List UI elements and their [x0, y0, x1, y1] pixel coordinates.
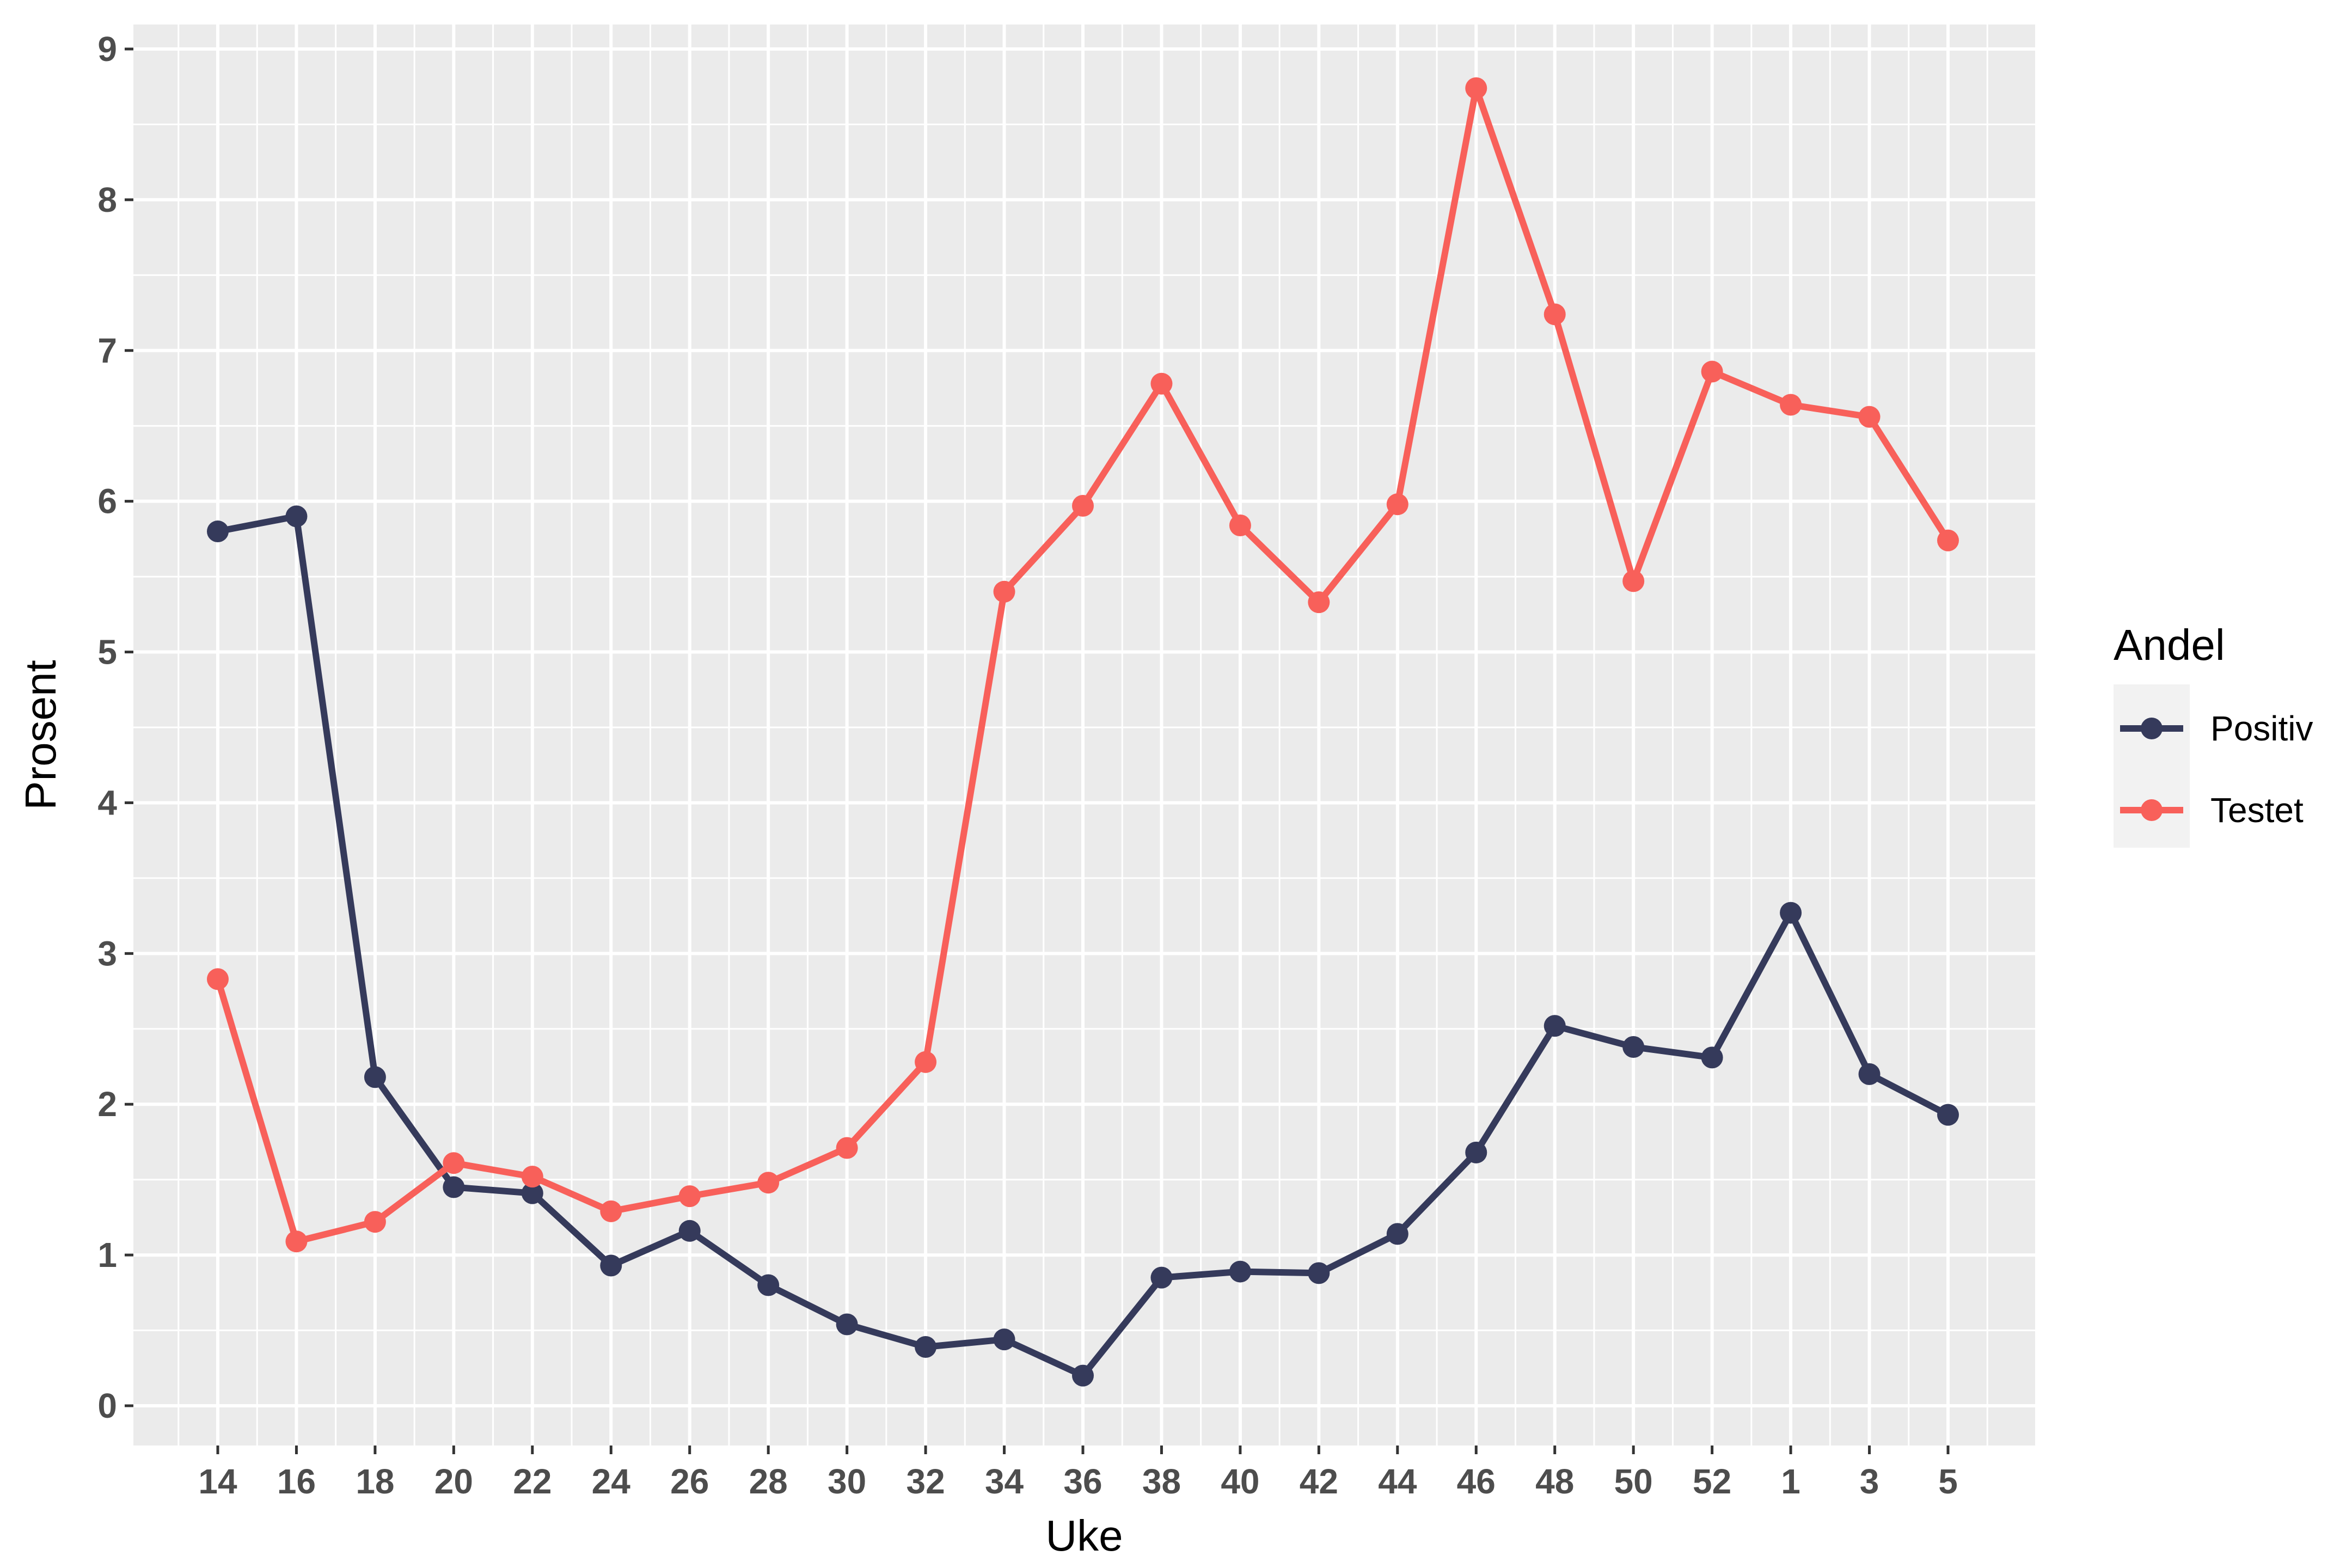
data-point-testet — [1543, 303, 1566, 326]
data-point-positiv — [915, 1336, 937, 1358]
y-tick-label: 2 — [97, 1085, 117, 1124]
legend-key-point — [2141, 718, 2163, 739]
data-point-testet — [443, 1152, 465, 1174]
data-point-testet — [207, 968, 229, 990]
x-tick-label: 50 — [1614, 1462, 1653, 1501]
data-point-positiv — [600, 1254, 622, 1277]
data-point-testet — [1386, 493, 1408, 516]
data-point-positiv — [521, 1182, 543, 1204]
data-point-positiv — [364, 1066, 386, 1088]
x-tick-label: 16 — [277, 1462, 316, 1501]
x-tick-label: 26 — [670, 1462, 709, 1501]
data-point-testet — [993, 580, 1015, 603]
y-tick-label: 1 — [97, 1235, 117, 1275]
y-tick-label: 9 — [97, 29, 117, 69]
x-tick-label: 38 — [1142, 1462, 1181, 1501]
data-point-positiv — [443, 1176, 465, 1198]
legend: Andel Positiv Testet — [2114, 621, 2313, 848]
data-point-testet — [1072, 494, 1094, 517]
data-point-positiv — [1937, 1104, 1959, 1126]
data-point-testet — [1780, 394, 1802, 416]
data-point-positiv — [1622, 1036, 1645, 1058]
data-point-positiv — [1858, 1063, 1881, 1085]
data-point-positiv — [1543, 1015, 1566, 1037]
legend-title: Andel — [2114, 621, 2225, 669]
data-point-positiv — [1386, 1223, 1408, 1245]
data-point-positiv — [1229, 1260, 1251, 1283]
data-point-testet — [1858, 406, 1881, 428]
y-tick-label: 3 — [97, 934, 117, 973]
data-point-testet — [1701, 360, 1723, 383]
data-point-testet — [915, 1051, 937, 1073]
series-layer — [207, 77, 1959, 1387]
x-tick-label: 14 — [198, 1462, 237, 1501]
x-tick-label: 32 — [906, 1462, 945, 1501]
data-point-testet — [1308, 591, 1330, 614]
x-tick-label: 22 — [513, 1462, 552, 1501]
legend-entries: Positiv Testet — [2120, 709, 2313, 830]
legend-key-background — [2114, 684, 2190, 848]
y-tick-label: 5 — [97, 633, 117, 672]
x-tick-label: 52 — [1693, 1462, 1731, 1501]
x-tick-label: 28 — [749, 1462, 788, 1501]
data-point-testet — [1465, 77, 1487, 99]
y-tick-label: 4 — [97, 783, 117, 822]
data-point-testet — [521, 1166, 543, 1188]
data-point-positiv — [836, 1313, 858, 1336]
y-tick-label: 6 — [97, 482, 117, 521]
data-point-positiv — [1308, 1262, 1330, 1284]
y-tick-label: 0 — [97, 1386, 117, 1425]
x-tick-label: 44 — [1378, 1462, 1417, 1501]
x-tick-label: 18 — [356, 1462, 394, 1501]
data-point-testet — [600, 1200, 622, 1222]
data-point-testet — [285, 1230, 308, 1253]
y-axis-title: Prosent — [16, 660, 65, 810]
x-tick-label: 20 — [434, 1462, 473, 1501]
data-point-testet — [1229, 514, 1251, 536]
data-point-testet — [1150, 372, 1173, 395]
x-tick-label: 30 — [828, 1462, 866, 1501]
data-point-positiv — [1072, 1364, 1094, 1387]
x-tick-label: 36 — [1063, 1462, 1102, 1501]
data-point-positiv — [1465, 1141, 1487, 1163]
data-point-testet — [757, 1172, 780, 1194]
data-point-positiv — [678, 1220, 701, 1242]
x-tick-label: 42 — [1300, 1462, 1338, 1501]
data-point-positiv — [1701, 1046, 1723, 1069]
legend-key-point — [2141, 799, 2163, 821]
x-tick-label: 1 — [1781, 1462, 1800, 1501]
data-point-testet — [836, 1137, 858, 1159]
data-point-positiv — [1780, 902, 1802, 924]
legend-label-testet: Testet — [2210, 791, 2304, 830]
x-tick-label: 40 — [1221, 1462, 1259, 1501]
data-point-testet — [1622, 570, 1645, 592]
x-tick-label: 48 — [1535, 1462, 1574, 1501]
data-point-positiv — [1150, 1266, 1173, 1289]
plot-panel — [133, 24, 2035, 1445]
legend-label-positiv: Positiv — [2210, 709, 2313, 748]
x-tick-label: 5 — [1938, 1462, 1958, 1501]
x-tick-label: 46 — [1457, 1462, 1496, 1501]
data-point-testet — [364, 1211, 386, 1233]
data-point-testet — [1937, 529, 1959, 552]
data-point-positiv — [285, 505, 308, 528]
data-point-positiv — [207, 520, 229, 543]
data-point-testet — [678, 1185, 701, 1208]
data-point-positiv — [757, 1274, 780, 1296]
x-axis-title: Uke — [1045, 1511, 1123, 1560]
y-tick-label: 7 — [97, 331, 117, 370]
x-tick-label: 24 — [592, 1462, 631, 1501]
x-tick-label: 34 — [985, 1462, 1024, 1501]
data-point-positiv — [993, 1328, 1015, 1351]
x-tick-label: 3 — [1860, 1462, 1879, 1501]
y-tick-label: 8 — [97, 180, 117, 219]
